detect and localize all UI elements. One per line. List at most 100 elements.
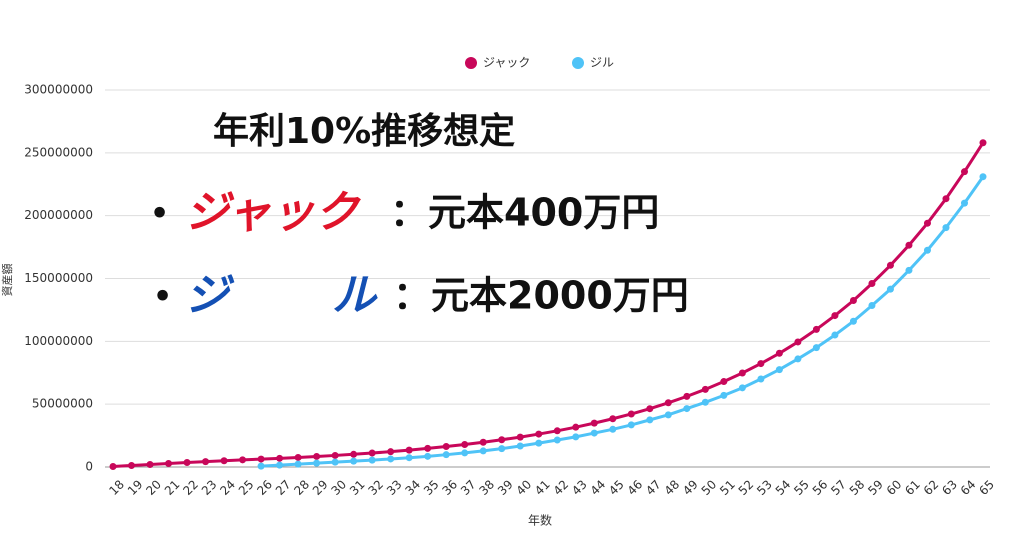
data-point <box>664 399 672 407</box>
data-point <box>368 449 376 457</box>
data-point <box>590 419 598 427</box>
data-point <box>535 439 543 447</box>
data-point <box>942 224 950 232</box>
data-point <box>942 195 950 203</box>
data-point <box>572 423 580 431</box>
data-point <box>165 459 173 467</box>
data-point <box>202 458 210 466</box>
data-point <box>664 411 672 419</box>
y-tick-label: 150000000 <box>24 271 93 285</box>
data-point <box>609 425 617 433</box>
data-point <box>757 375 765 383</box>
data-point <box>109 462 117 470</box>
series-line <box>261 175 985 468</box>
data-point <box>775 349 783 357</box>
data-point <box>405 454 413 462</box>
data-point <box>794 338 802 346</box>
x-axis-label: 年数 <box>528 513 552 528</box>
data-point <box>812 344 820 352</box>
data-point <box>905 266 913 274</box>
legend-marker <box>572 57 584 69</box>
data-point <box>553 436 561 444</box>
data-point <box>905 241 913 249</box>
data-point <box>572 433 580 441</box>
legend-label: ジル <box>590 56 614 70</box>
data-point <box>960 168 968 176</box>
data-point <box>479 438 487 446</box>
y-axis-label: 資産額 <box>1 264 14 297</box>
data-point <box>424 452 432 460</box>
data-point <box>738 369 746 377</box>
data-point <box>442 443 450 451</box>
data-point <box>738 384 746 392</box>
data-point <box>831 312 839 320</box>
data-point <box>590 429 598 437</box>
data-point <box>757 360 765 368</box>
data-point <box>812 325 820 333</box>
data-point <box>868 280 876 288</box>
annotations: 年利10%推移想定 • ジャック ：元本400万円 • ジ ル ：元本2000万… <box>150 111 689 321</box>
data-point <box>535 430 543 438</box>
y-tick-label: 250000000 <box>24 145 93 159</box>
y-tick-label: 100000000 <box>24 334 93 348</box>
data-point <box>794 355 802 363</box>
data-point <box>868 302 876 310</box>
data-point <box>442 451 450 459</box>
data-point <box>849 296 857 304</box>
data-point <box>646 416 654 424</box>
bullet: • <box>153 280 172 315</box>
data-point <box>479 447 487 455</box>
data-point <box>276 454 284 462</box>
data-point <box>257 462 265 470</box>
data-point <box>960 199 968 207</box>
data-point <box>461 449 469 457</box>
data-point <box>979 139 987 147</box>
data-point <box>368 456 376 464</box>
data-point <box>627 410 635 418</box>
annotation-name: ジ <box>185 270 235 321</box>
data-point <box>146 460 154 468</box>
data-point <box>609 415 617 423</box>
legend-label: ジャック <box>483 56 530 70</box>
data-point <box>701 385 709 393</box>
data-point <box>849 317 857 325</box>
data-point <box>313 452 321 460</box>
annotation-title: 年利10%推移想定 <box>213 111 515 152</box>
data-point <box>923 219 931 227</box>
data-point <box>886 285 894 293</box>
data-point <box>387 448 395 456</box>
legend-marker <box>465 57 477 69</box>
data-point <box>461 441 469 449</box>
y-tick-label: 200000000 <box>24 208 93 222</box>
data-point <box>646 405 654 413</box>
data-point <box>516 433 524 441</box>
data-point <box>424 444 432 452</box>
annotation-name: ジャック <box>185 187 362 238</box>
data-point <box>720 378 728 386</box>
data-point <box>683 405 691 413</box>
annotation-name: ル <box>332 270 378 321</box>
data-point <box>239 456 247 464</box>
data-point <box>979 173 987 181</box>
data-point <box>350 457 358 465</box>
data-point <box>701 398 709 406</box>
y-tick-label: 0 <box>85 460 93 474</box>
bullet: • <box>150 197 169 232</box>
data-point <box>313 459 321 467</box>
data-point <box>294 453 302 461</box>
data-point <box>923 246 931 254</box>
data-point <box>387 455 395 463</box>
data-point <box>276 461 284 469</box>
data-point <box>498 436 506 444</box>
data-point <box>294 460 302 468</box>
data-point <box>627 421 635 429</box>
data-point <box>886 261 894 269</box>
data-point <box>498 445 506 453</box>
data-point <box>553 427 561 435</box>
data-point <box>220 457 228 465</box>
data-point <box>183 458 191 466</box>
data-point <box>775 366 783 374</box>
data-point <box>720 391 728 399</box>
annotation-text: ：元本2000万円 <box>393 274 689 318</box>
